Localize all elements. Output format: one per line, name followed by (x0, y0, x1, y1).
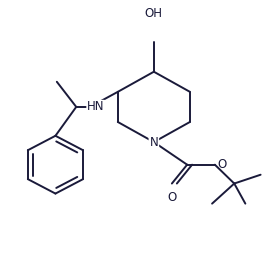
Text: HN: HN (87, 100, 104, 113)
Text: O: O (167, 191, 176, 204)
Text: OH: OH (145, 7, 163, 20)
Text: O: O (218, 158, 227, 171)
Text: N: N (150, 136, 158, 149)
